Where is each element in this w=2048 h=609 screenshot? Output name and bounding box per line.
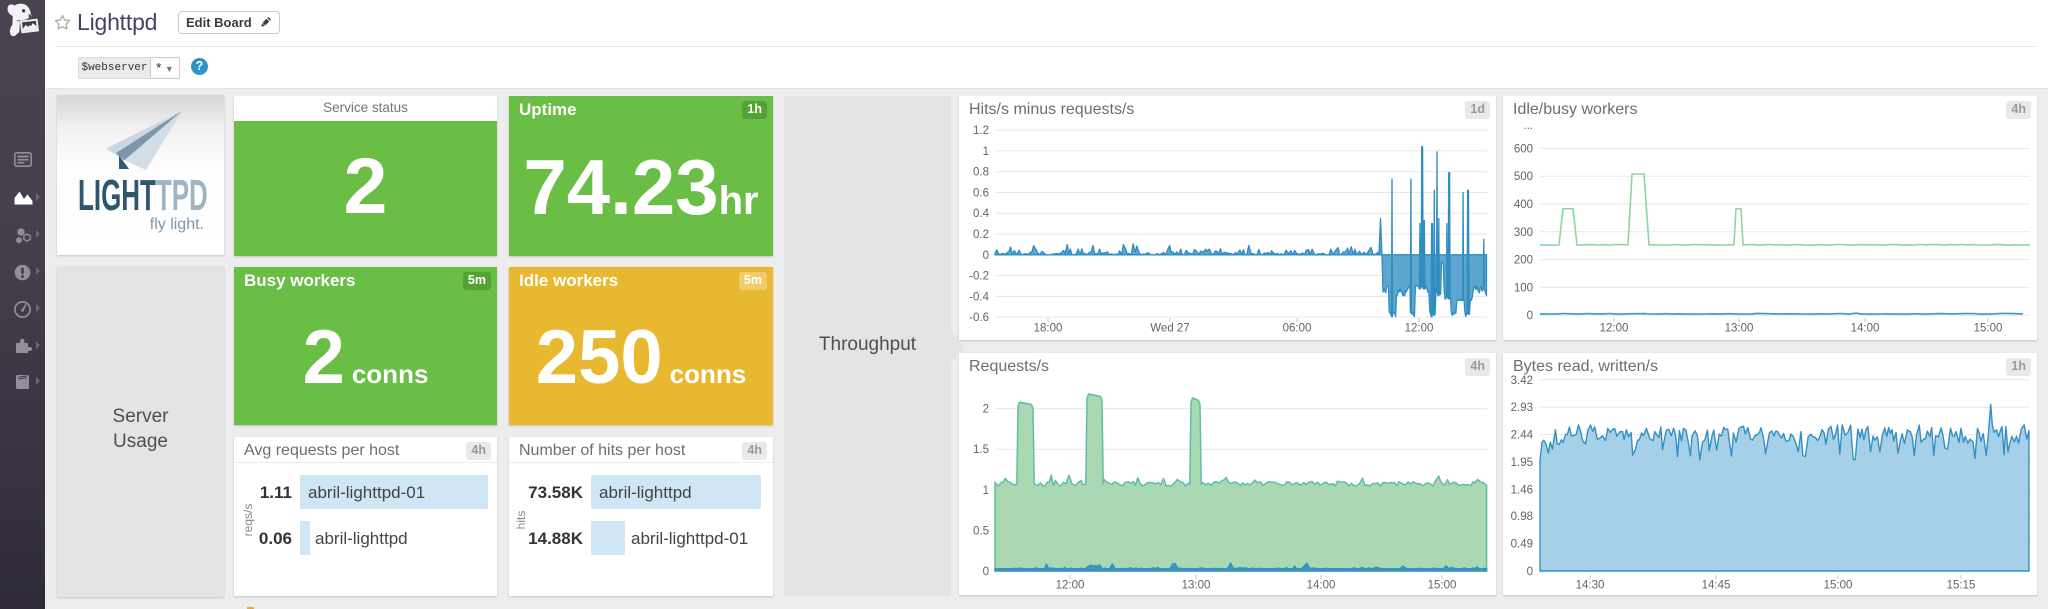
svg-text:14:45: 14:45 — [1702, 580, 1731, 592]
svg-text:1.95: 1.95 — [1511, 457, 1533, 469]
svg-text:15:00: 15:00 — [1974, 323, 2003, 335]
svg-text:14:30: 14:30 — [1576, 580, 1605, 592]
svg-text:600: 600 — [1514, 143, 1533, 155]
svg-text:0.2: 0.2 — [973, 229, 989, 241]
svg-text:1.46: 1.46 — [1511, 484, 1533, 496]
svg-text:14:00: 14:00 — [1851, 323, 1880, 335]
svg-text:0: 0 — [1527, 310, 1533, 322]
svg-text:500: 500 — [1514, 171, 1533, 183]
svg-text:100: 100 — [1514, 282, 1533, 294]
svg-text:1: 1 — [983, 146, 989, 158]
svg-text:0: 0 — [983, 250, 989, 262]
svg-text:1.2: 1.2 — [973, 125, 989, 137]
svg-text:12:00: 12:00 — [1600, 323, 1629, 335]
svg-text:400: 400 — [1514, 199, 1533, 211]
svg-text:0: 0 — [983, 566, 989, 578]
svg-text:...: ... — [1523, 120, 1533, 132]
svg-text:1.5: 1.5 — [973, 444, 989, 456]
svg-text:15:15: 15:15 — [1947, 580, 1976, 592]
svg-text:0.49: 0.49 — [1511, 539, 1533, 551]
svg-text:13:00: 13:00 — [1182, 580, 1211, 592]
svg-text:300: 300 — [1514, 227, 1533, 239]
svg-text:0.98: 0.98 — [1511, 511, 1533, 523]
svg-text:15:00: 15:00 — [1428, 580, 1457, 592]
svg-text:14:00: 14:00 — [1307, 580, 1336, 592]
svg-text:-0.2: -0.2 — [969, 271, 989, 283]
svg-text:200: 200 — [1514, 255, 1533, 267]
svg-text:06:00: 06:00 — [1283, 323, 1312, 335]
svg-text:15:00: 15:00 — [1824, 580, 1853, 592]
svg-text:-0.4: -0.4 — [969, 291, 989, 303]
svg-text:2: 2 — [983, 404, 989, 416]
svg-text:12:00: 12:00 — [1405, 323, 1434, 335]
svg-text:13:00: 13:00 — [1725, 323, 1754, 335]
svg-text:0: 0 — [1527, 566, 1533, 578]
svg-text:0.6: 0.6 — [973, 188, 989, 200]
svg-text:-0.6: -0.6 — [969, 312, 989, 324]
svg-text:12:00: 12:00 — [1056, 580, 1085, 592]
svg-text:0.8: 0.8 — [973, 167, 989, 179]
svg-text:3.42: 3.42 — [1511, 375, 1533, 387]
svg-text:0.4: 0.4 — [973, 208, 990, 220]
svg-text:2.44: 2.44 — [1511, 430, 1534, 442]
svg-text:0.5: 0.5 — [973, 525, 989, 537]
svg-text:18:00: 18:00 — [1034, 323, 1063, 335]
svg-text:1: 1 — [983, 485, 989, 497]
svg-text:Wed 27: Wed 27 — [1150, 323, 1189, 335]
svg-text:2.93: 2.93 — [1511, 402, 1533, 414]
